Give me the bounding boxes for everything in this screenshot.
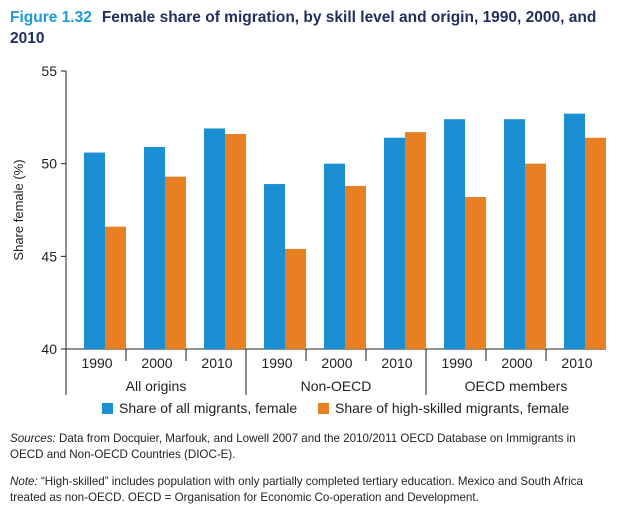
year-label: 2010 [561,355,592,371]
year-label: 1990 [441,355,472,371]
year-label: 2000 [321,355,352,371]
year-label: 2000 [501,355,532,371]
y-axis-label: Share female (%) [11,159,26,260]
bar-high-skilled-oecd-members-1990 [465,197,486,349]
bar-high-skilled-oecd-members-2000 [525,163,546,349]
bar-high-skilled-non-oecd-2000 [345,185,366,349]
y-tick-label: 40 [41,341,57,357]
group-label: Non-OECD [301,378,372,394]
y-tick-label: 55 [41,63,57,79]
bar-high-skilled-all-origins-2000 [165,176,186,349]
sources-note: Sources: Data from Docquier, Marfouk, an… [10,431,610,463]
group-label: OECD members [465,378,568,394]
bar-all-migrants-all-origins-1990 [84,152,105,349]
note-text: “High-skilled” includes population with … [10,475,583,504]
bar-all-migrants-non-oecd-2000 [324,163,345,349]
y-tick-label: 45 [41,248,57,264]
bar-chart: 40 45 50 55 Share female (%) 1990 2000 2010 All … [11,63,606,416]
bar-all-migrants-oecd-members-1990 [444,119,465,349]
legend-swatch [318,403,329,414]
legend-swatch [102,403,113,414]
bar-high-skilled-non-oecd-2010 [405,132,426,349]
year-label: 1990 [81,355,112,371]
bar-all-migrants-all-origins-2010 [204,128,225,349]
figure-number: Figure 1.32 [10,9,92,26]
sources-label: Sources: [10,432,56,445]
bar-high-skilled-non-oecd-1990 [285,248,306,349]
year-label: 2000 [141,355,172,371]
year-label: 2010 [201,355,232,371]
legend-label: Share of all migrants, female [119,400,297,416]
group-label: All origins [126,378,187,394]
note-label: Note: [10,475,38,488]
bar-all-migrants-all-origins-2000 [144,146,165,349]
bar-all-migrants-oecd-members-2000 [504,119,525,349]
bar-all-migrants-non-oecd-2010 [384,137,405,349]
bar-high-skilled-all-origins-1990 [105,226,126,349]
sources-text: Data from Docquier, Marfouk, and Lowell … [10,432,576,461]
bar-high-skilled-oecd-members-2010 [585,137,606,349]
bar-all-migrants-non-oecd-1990 [264,184,285,349]
year-label: 2010 [381,355,412,371]
figure-title-text: Female share of migration, by skill leve… [10,9,597,47]
legend-label: Share of high-skilled migrants, female [335,400,569,416]
year-label: 1990 [261,355,292,371]
y-tick-label: 50 [41,156,57,172]
footnote: Note: “High-skilled” includes population… [10,474,610,506]
bar-all-migrants-oecd-members-2010 [564,113,585,349]
figure-title: Figure 1.32 Female share of migration, by… [10,7,610,49]
bar-high-skilled-all-origins-2010 [225,134,246,349]
